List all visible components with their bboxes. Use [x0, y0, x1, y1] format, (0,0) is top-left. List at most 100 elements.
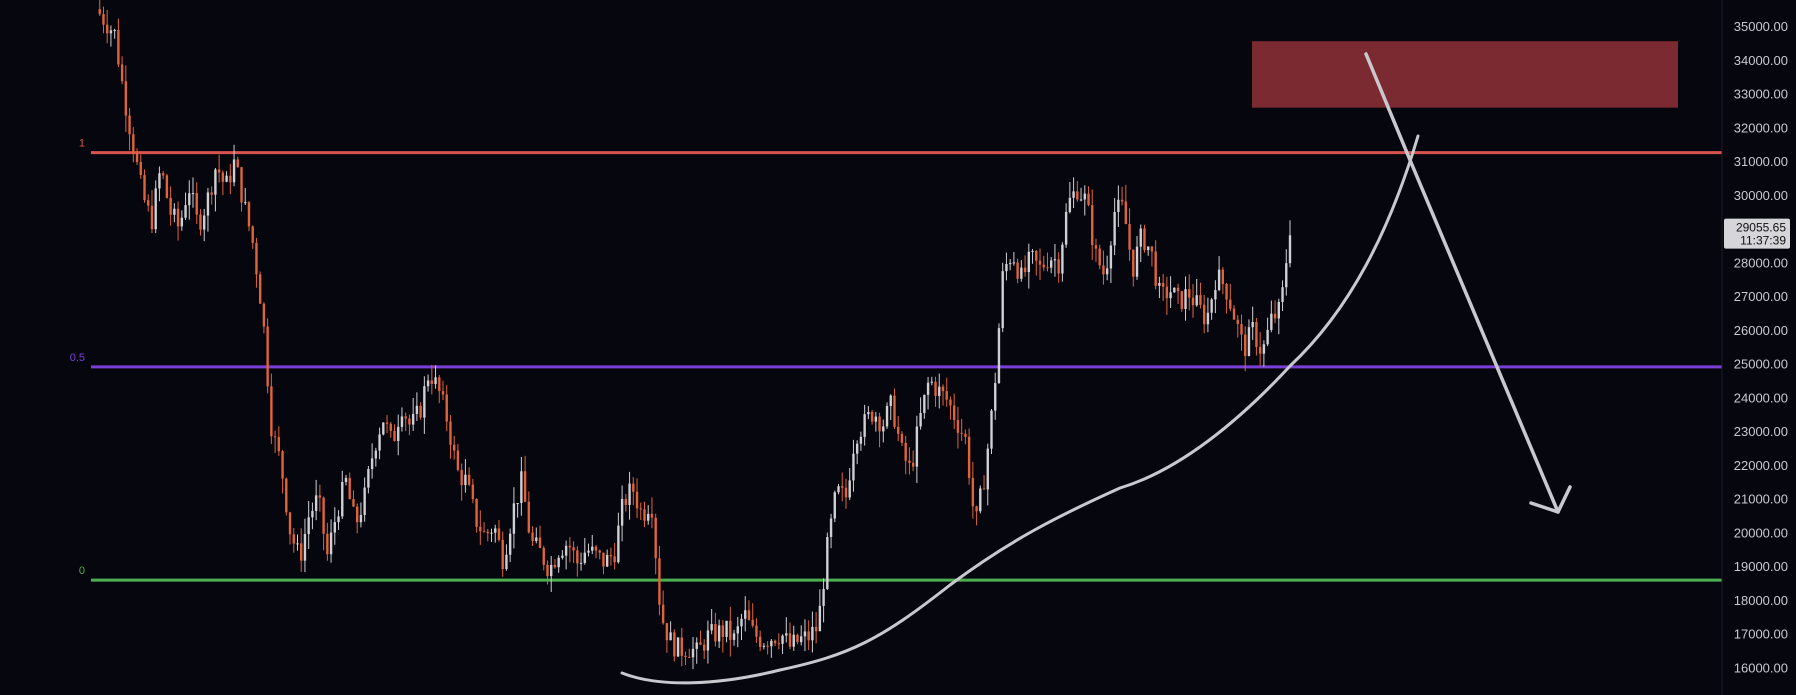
- candle: [512, 487, 516, 549]
- candle: [352, 490, 355, 508]
- candle: [975, 505, 978, 526]
- candle: [105, 9, 109, 44]
- candle: [270, 373, 273, 444]
- candle: [740, 613, 743, 640]
- candle: [818, 589, 822, 632]
- candle: [258, 271, 262, 304]
- candle: [1035, 249, 1038, 276]
- candle: [781, 634, 784, 655]
- candle: [822, 578, 825, 623]
- fib-level-label: 0.5: [70, 352, 85, 364]
- price-tick-label: 17000.00: [1734, 627, 1788, 642]
- candle: [1154, 240, 1157, 290]
- candle: [893, 388, 896, 429]
- candle: [203, 208, 206, 242]
- candle: [378, 427, 381, 460]
- candle: [244, 187, 247, 206]
- candle: [665, 622, 669, 653]
- candle: [1266, 317, 1269, 347]
- candle: [348, 472, 351, 500]
- candle: [225, 171, 228, 183]
- candle: [124, 65, 128, 132]
- candle: [721, 620, 725, 653]
- candle: [807, 620, 810, 651]
- candle: [956, 406, 960, 449]
- candle: [199, 209, 202, 236]
- candle: [1068, 181, 1072, 214]
- candle: [766, 641, 769, 655]
- candle: [598, 549, 601, 560]
- candle: [1091, 189, 1094, 260]
- candle: [1102, 250, 1105, 285]
- candle: [191, 177, 195, 208]
- candle: [1251, 306, 1254, 340]
- candle: [445, 385, 448, 432]
- candle: [430, 364, 434, 395]
- candle: [281, 449, 284, 494]
- candle: [673, 629, 676, 662]
- candle: [1016, 258, 1019, 284]
- candle: [370, 443, 374, 479]
- candle: [158, 166, 161, 202]
- candle: [710, 608, 713, 635]
- candle: [214, 167, 217, 212]
- candle: [117, 18, 120, 68]
- candle: [1128, 208, 1131, 261]
- candle: [811, 611, 814, 653]
- candle: [255, 237, 258, 288]
- candle: [195, 182, 198, 224]
- candle: [1270, 300, 1273, 333]
- candle: [490, 528, 493, 542]
- candle: [814, 612, 818, 644]
- candle: [997, 323, 1001, 384]
- candle: [900, 431, 904, 446]
- candle: [557, 555, 560, 573]
- candle: [1199, 282, 1202, 309]
- price-tick-label: 23000.00: [1734, 424, 1788, 439]
- candle: [882, 419, 885, 443]
- candle: [889, 394, 892, 420]
- candle: [568, 537, 572, 563]
- candle: [605, 549, 609, 568]
- candle: [617, 512, 620, 564]
- candle: [464, 459, 467, 493]
- candle: [1120, 186, 1124, 206]
- candle: [680, 627, 684, 667]
- candle: [994, 372, 997, 420]
- candle: [486, 529, 489, 542]
- candle: [911, 450, 915, 472]
- candle: [411, 398, 415, 432]
- candle: [147, 194, 150, 212]
- candle: [587, 543, 590, 557]
- candle: [796, 633, 799, 645]
- price-tick-label: 35000.00: [1734, 19, 1788, 34]
- price-tick-label: 32000.00: [1734, 120, 1788, 135]
- price-tick-label: 31000.00: [1734, 154, 1788, 169]
- candle: [1158, 276, 1161, 299]
- candle: [303, 518, 307, 573]
- projection-arrow-line[interactable]: [1364, 52, 1560, 514]
- candle: [938, 373, 941, 409]
- candle: [691, 636, 695, 669]
- candle: [188, 180, 191, 220]
- resistance-zone[interactable]: [1252, 41, 1678, 108]
- support-curve[interactable]: [620, 134, 1420, 685]
- candle: [624, 493, 628, 512]
- candle: [337, 510, 340, 530]
- fib-level-label: 0: [79, 565, 85, 577]
- candle: [550, 556, 553, 593]
- candle: [322, 496, 325, 551]
- candle: [1184, 276, 1187, 321]
- candle: [393, 424, 396, 442]
- candle: [1053, 243, 1057, 277]
- candle: [538, 525, 542, 549]
- candle: [717, 619, 721, 648]
- fib-level-label: 1: [79, 138, 85, 150]
- candle: [990, 408, 993, 455]
- candle: [408, 414, 411, 436]
- candle: [833, 490, 836, 523]
- candle: [635, 478, 639, 519]
- candle: [527, 491, 531, 534]
- candle: [367, 466, 370, 494]
